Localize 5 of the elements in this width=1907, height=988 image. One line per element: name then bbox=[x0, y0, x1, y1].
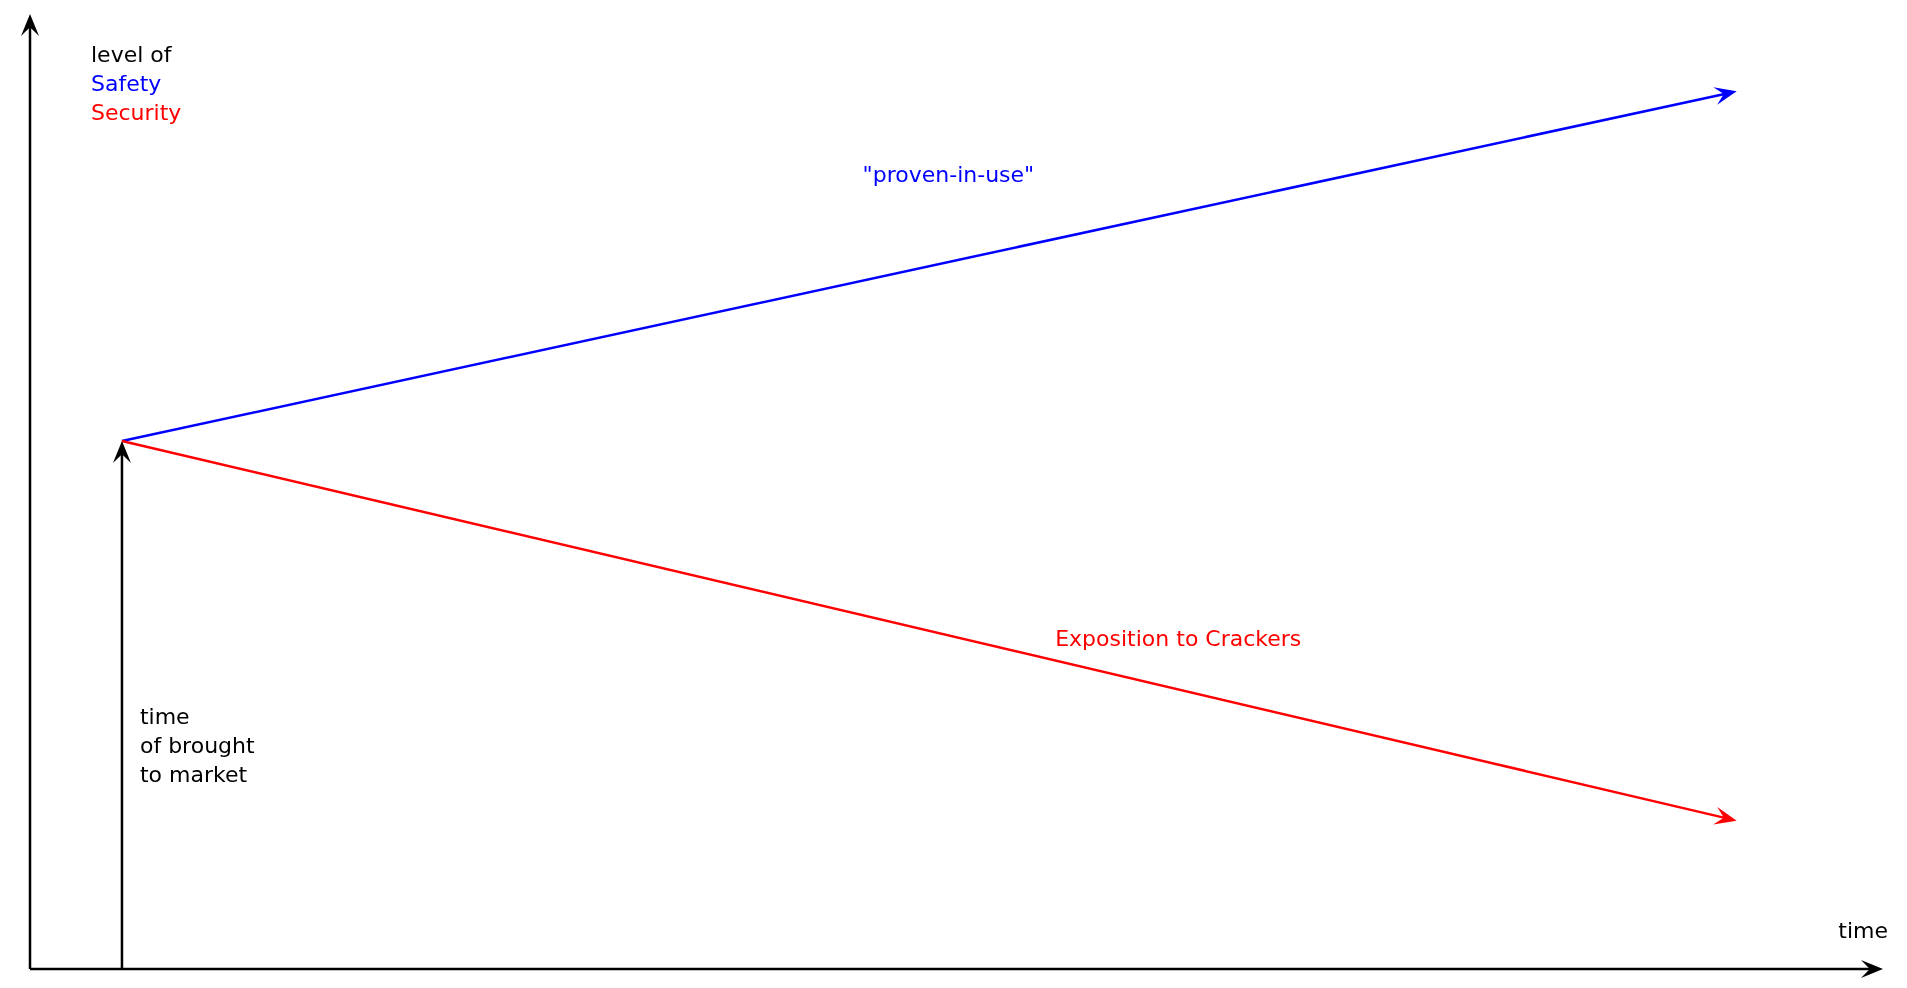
series-label: Exposition to Crackers bbox=[1055, 626, 1302, 652]
y-axis-title: level of Safety Security bbox=[91, 41, 182, 127]
annotation: time of brought to market bbox=[139, 703, 255, 789]
text: "proven-in-use" bbox=[862, 161, 1035, 187]
x-axis-title: time bbox=[1838, 918, 1888, 943]
